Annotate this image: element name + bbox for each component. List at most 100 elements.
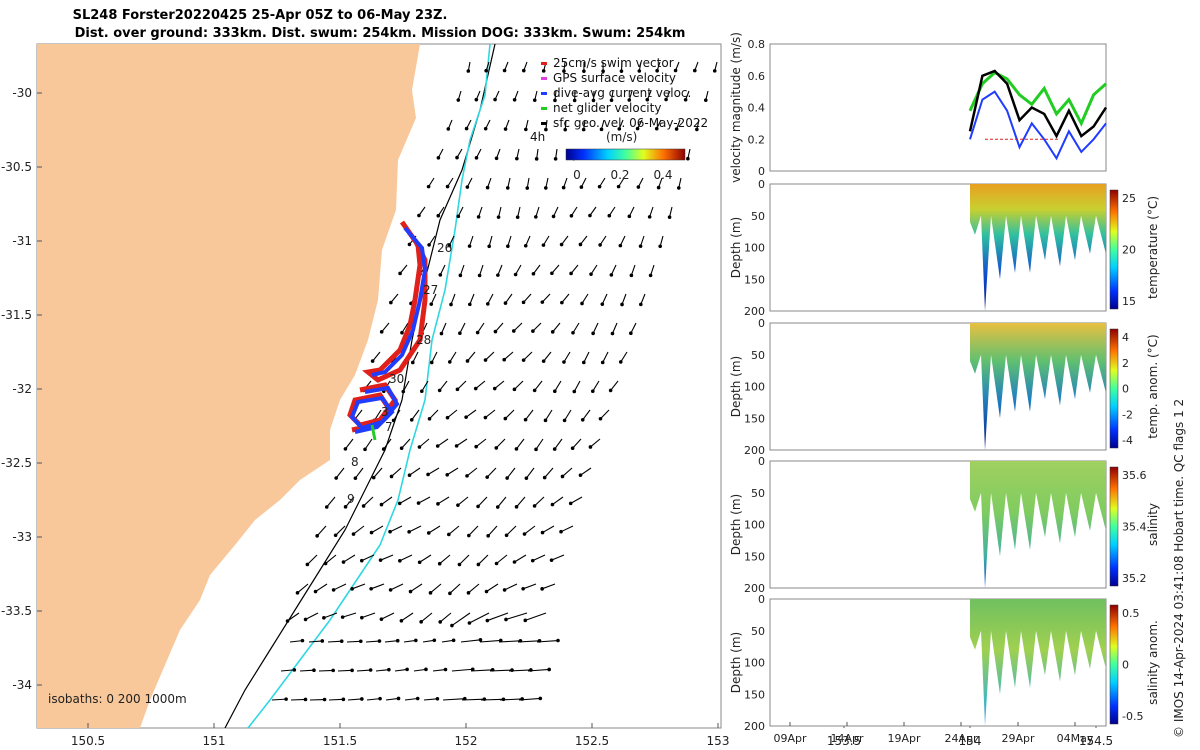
arrow-head bbox=[496, 273, 500, 277]
y-tick-label: 150 bbox=[744, 273, 765, 286]
arrow-head bbox=[407, 242, 412, 247]
arrow-head bbox=[494, 561, 499, 566]
arrow-head bbox=[534, 157, 539, 161]
velocity-arrow bbox=[522, 583, 537, 590]
velocity-arrow bbox=[290, 698, 306, 701]
arrow-head bbox=[590, 389, 595, 394]
y-tick-label: 50 bbox=[751, 349, 765, 362]
arrow-head bbox=[388, 588, 393, 592]
arrow-head bbox=[616, 184, 621, 189]
arrow-head bbox=[468, 302, 472, 307]
arrow-head bbox=[532, 98, 537, 102]
arrow-head bbox=[542, 475, 547, 480]
velocity-arrow bbox=[562, 467, 573, 477]
arrow-head bbox=[361, 504, 366, 508]
colorbar-tick-label: -2 bbox=[1122, 408, 1133, 421]
velocity-arrow bbox=[430, 583, 442, 594]
arrow-head bbox=[416, 501, 421, 505]
velocity-arrow bbox=[280, 669, 295, 672]
velocity-arrow bbox=[514, 554, 527, 563]
time-tick-label: 09Apr bbox=[773, 732, 807, 745]
arrow-head bbox=[391, 418, 396, 423]
panel-3: 0 50 100 150 200 Depth (m) 35.6 35.4 35.2 salinit… bbox=[729, 455, 1160, 595]
arrow-head bbox=[369, 587, 373, 591]
arrow-head bbox=[305, 562, 310, 567]
arrow-head bbox=[654, 126, 659, 131]
arrow-head bbox=[514, 505, 519, 509]
velocity-arrow bbox=[527, 668, 550, 672]
arrow-head bbox=[627, 214, 632, 219]
arrow-head bbox=[559, 529, 563, 534]
arrow-head bbox=[532, 388, 537, 393]
velocity-arrow bbox=[552, 496, 564, 505]
arrow-head bbox=[619, 69, 624, 73]
arrow-head bbox=[389, 300, 393, 305]
arrow-head bbox=[410, 360, 415, 365]
colorbar-tick-label: 35.2 bbox=[1122, 572, 1147, 585]
velocity-arrow bbox=[477, 322, 485, 333]
velocity-arrow bbox=[466, 467, 478, 477]
y-axis-label: Depth (m) bbox=[729, 632, 743, 693]
arrow-head bbox=[438, 273, 443, 277]
arrow-head bbox=[456, 503, 460, 507]
arrow-head bbox=[483, 358, 488, 362]
velocity-arrow bbox=[590, 264, 598, 275]
arrow-head bbox=[591, 98, 596, 103]
y-tick-label: 150 bbox=[744, 550, 765, 563]
velocity-arrow bbox=[347, 698, 362, 701]
velocity-arrow bbox=[344, 438, 354, 450]
velocity-arrow bbox=[399, 496, 412, 504]
arrow-head bbox=[379, 330, 384, 334]
arrow-head bbox=[599, 127, 604, 132]
velocity-arrow bbox=[470, 669, 493, 672]
day-label: 9 bbox=[347, 492, 355, 506]
arrow-head bbox=[483, 126, 488, 131]
colorbar-tick-label: 0 bbox=[573, 168, 581, 182]
arrow-head bbox=[494, 446, 499, 450]
velocity-arrow bbox=[287, 612, 300, 622]
velocity-arrow bbox=[342, 612, 357, 618]
velocity-arrow bbox=[361, 554, 375, 562]
speed-colorbar bbox=[565, 148, 686, 161]
arrow-head bbox=[451, 638, 456, 643]
arrow-head bbox=[467, 621, 472, 625]
time-tick-label: 14Apr bbox=[830, 732, 864, 745]
arrow-head bbox=[504, 617, 508, 622]
colorbar-tick-label: -0.5 bbox=[1122, 710, 1143, 723]
map-latitude-ticks: -30 -30.5 -31 -31.5 -32 -32.5 -33 -33.5 -34 bbox=[1, 86, 42, 692]
velocity-arrow bbox=[333, 583, 347, 591]
velocity-arrow bbox=[446, 467, 459, 476]
velocity-arrow bbox=[366, 698, 381, 701]
velocity-arrow bbox=[590, 438, 601, 448]
arrow-head bbox=[477, 273, 482, 278]
arrow-head bbox=[521, 358, 526, 362]
velocity-arrow bbox=[450, 293, 456, 305]
arrow-head bbox=[514, 447, 519, 451]
y-tick-label: 0.4 bbox=[748, 102, 766, 115]
velocity-arrow bbox=[372, 351, 381, 362]
lon-tick-label: 154.5 bbox=[1079, 734, 1113, 748]
panel-colorbar bbox=[1109, 466, 1119, 587]
arrow-head bbox=[322, 697, 327, 702]
arrow-head bbox=[496, 215, 501, 219]
y-tick-label: 0.6 bbox=[748, 70, 766, 83]
arrow-head bbox=[550, 502, 555, 507]
arrow-head bbox=[629, 331, 633, 336]
arrow-head bbox=[676, 186, 681, 190]
velocity-arrow bbox=[570, 496, 583, 504]
arrow-head bbox=[359, 558, 364, 563]
velocity-arrow bbox=[432, 668, 446, 672]
velocity-arrow bbox=[375, 669, 389, 672]
colorbar-tick-label: 25 bbox=[1122, 192, 1136, 205]
arrow-head bbox=[695, 127, 699, 132]
arrow-head bbox=[350, 668, 354, 673]
velocity-arrows bbox=[271, 61, 718, 702]
arrow-head bbox=[540, 300, 545, 304]
arrow-head bbox=[405, 667, 409, 672]
velocity-arrow bbox=[570, 264, 579, 274]
arrow-head bbox=[541, 359, 546, 363]
arrow-head bbox=[570, 446, 575, 451]
panel-colorbar bbox=[1109, 189, 1119, 310]
arrow-head bbox=[484, 589, 489, 594]
